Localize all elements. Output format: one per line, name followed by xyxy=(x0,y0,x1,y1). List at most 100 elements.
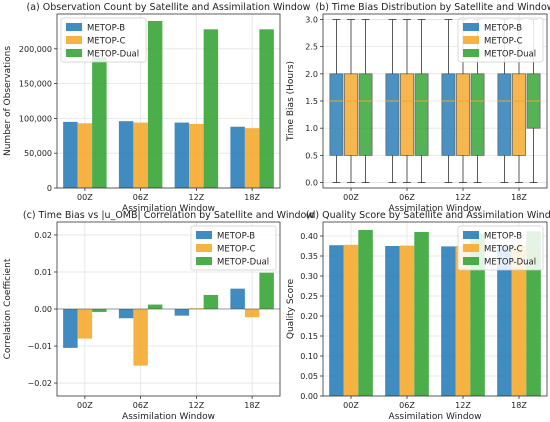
y-tick-label: 1.0 xyxy=(305,124,318,133)
legend-swatch xyxy=(463,36,479,44)
bar-00Z-METOP-Dual xyxy=(358,230,373,396)
bar-12Z-METOP-Dual xyxy=(203,294,219,309)
bar-06Z-METOP-C xyxy=(399,245,415,396)
y-tick-label: 100,000 xyxy=(19,114,52,123)
legend-swatch xyxy=(196,257,212,265)
legend-entry: METOP-B xyxy=(217,232,255,242)
x-tick-label: 12Z xyxy=(455,401,471,410)
legend-entry: METOP-Dual xyxy=(484,50,536,60)
y-tick-label: 200,000 xyxy=(19,45,52,54)
box-18Z-METOP-B xyxy=(497,73,512,156)
bar-00Z-METOP-B xyxy=(63,309,78,348)
legend-entry: METOP-C xyxy=(87,37,126,47)
x-tick-label: 06Z xyxy=(399,401,415,410)
bar-06Z-METOP-Dual xyxy=(147,304,163,309)
x-tick-label: 18Z xyxy=(244,193,260,202)
legend-swatch xyxy=(66,23,82,31)
bar-12Z-METOP-B xyxy=(174,309,190,316)
y-tick-label: 150,000 xyxy=(19,80,52,89)
x-tick-label: 00Z xyxy=(77,193,93,202)
bar-12Z-METOP-C xyxy=(189,123,204,188)
legend-box xyxy=(190,225,277,271)
y-axis-label: Number of Observations xyxy=(3,46,13,156)
x-axis-label: Assimilation Window xyxy=(389,204,482,214)
bar-00Z-METOP-B xyxy=(63,121,78,188)
bar-18Z-METOP-B xyxy=(497,246,512,396)
bar-00Z-METOP-C xyxy=(77,309,93,339)
x-tick-label: 18Z xyxy=(511,193,527,202)
x-tick-label: 00Z xyxy=(77,401,93,410)
legend: METOP-B METOP-C METOP-Dual xyxy=(457,225,544,271)
legend-entry: METOP-Dual xyxy=(87,50,139,60)
legend-box xyxy=(457,17,544,63)
legend-swatch xyxy=(196,231,212,239)
y-tick-label: 0.05 xyxy=(300,372,318,381)
x-tick-label: 12Z xyxy=(189,193,205,202)
legend-swatch xyxy=(463,257,479,265)
bar-06Z-METOP-B xyxy=(118,121,134,188)
chart-title: (c) Time Bias vs |u_OMB| Correlation by … xyxy=(23,210,314,221)
bar-18Z-METOP-Dual xyxy=(259,272,274,309)
legend: METOP-B METOP-C METOP-Dual xyxy=(190,225,277,271)
bar-00Z-METOP-B xyxy=(329,245,344,396)
y-tick-label: 0 xyxy=(47,184,52,193)
legend-swatch xyxy=(463,23,479,31)
box-12Z-METOP-C xyxy=(456,73,470,156)
bar-06Z-METOP-B xyxy=(385,246,400,396)
y-tick-label: 50,000 xyxy=(24,149,52,158)
y-tick-label: 0.00 xyxy=(300,392,318,401)
y-tick-label: 0.02 xyxy=(34,231,52,240)
legend: METOP-B METOP-C METOP-Dual xyxy=(60,17,147,63)
box-00Z-METOP-Dual xyxy=(358,73,373,156)
bar-18Z-METOP-Dual xyxy=(526,231,541,396)
y-tick-label: 0.30 xyxy=(300,272,318,281)
y-axis-label: Correlation Coefficient xyxy=(3,258,13,359)
x-tick-label: 06Z xyxy=(133,193,149,202)
legend-swatch xyxy=(196,244,212,252)
y-tick-label: −0.01 xyxy=(27,342,52,351)
x-tick-label: 00Z xyxy=(343,193,359,202)
legend-entry: METOP-C xyxy=(217,245,256,255)
chart-title: (b) Time Bias Distribution by Satellite … xyxy=(315,2,550,13)
bar-18Z-METOP-C xyxy=(244,128,260,188)
x-axis-label: Assimilation Window xyxy=(122,412,215,422)
y-tick-label: 0.20 xyxy=(300,312,318,321)
legend-entry: METOP-Dual xyxy=(217,258,269,268)
bar-12Z-METOP-B xyxy=(441,246,456,396)
bar-06Z-METOP-C xyxy=(133,309,148,366)
legend-entry: METOP-Dual xyxy=(484,258,536,268)
legend-entry: METOP-B xyxy=(484,24,522,34)
bar-18Z-METOP-Dual xyxy=(259,29,274,189)
box-00Z-METOP-C xyxy=(344,73,358,156)
legend-swatch xyxy=(463,244,479,252)
box-18Z-METOP-C xyxy=(512,73,526,156)
bar-06Z-METOP-B xyxy=(118,309,134,319)
bar-18Z-METOP-B xyxy=(230,288,245,309)
legend-swatch xyxy=(66,49,82,57)
bar-06Z-METOP-Dual xyxy=(147,20,163,189)
bar-18Z-METOP-C xyxy=(511,245,527,396)
y-tick-label: 0.5 xyxy=(305,151,318,160)
bar-18Z-METOP-B xyxy=(230,126,245,188)
x-tick-label: 06Z xyxy=(399,193,415,202)
legend-swatch xyxy=(463,231,479,239)
y-axis-label: Time Bias (Hours) xyxy=(286,61,296,142)
y-tick-label: 0.25 xyxy=(300,292,318,301)
y-tick-label: 0.40 xyxy=(300,232,318,241)
box-06Z-METOP-Dual xyxy=(414,73,429,156)
y-tick-label: 0.0 xyxy=(305,179,318,188)
box-06Z-METOP-B xyxy=(385,73,400,156)
x-tick-label: 06Z xyxy=(133,401,149,410)
x-axis-label: Assimilation Window xyxy=(122,204,215,214)
panel-4: 0.00 0.05 0.10 0.15 0.20 0.25 0.30 0.35 0.40 00Z 0… xyxy=(286,210,550,422)
y-axis-label: Quality Score xyxy=(286,278,296,339)
legend-swatch xyxy=(66,36,82,44)
bar-12Z-METOP-C xyxy=(189,308,204,309)
bar-12Z-METOP-B xyxy=(174,122,190,188)
bar-12Z-METOP-Dual xyxy=(203,29,219,189)
bar-18Z-METOP-C xyxy=(244,309,260,318)
y-tick-label: 2.5 xyxy=(305,43,318,52)
x-axis-label: Assimilation Window xyxy=(389,412,482,422)
y-tick-label: 3.0 xyxy=(305,15,318,24)
